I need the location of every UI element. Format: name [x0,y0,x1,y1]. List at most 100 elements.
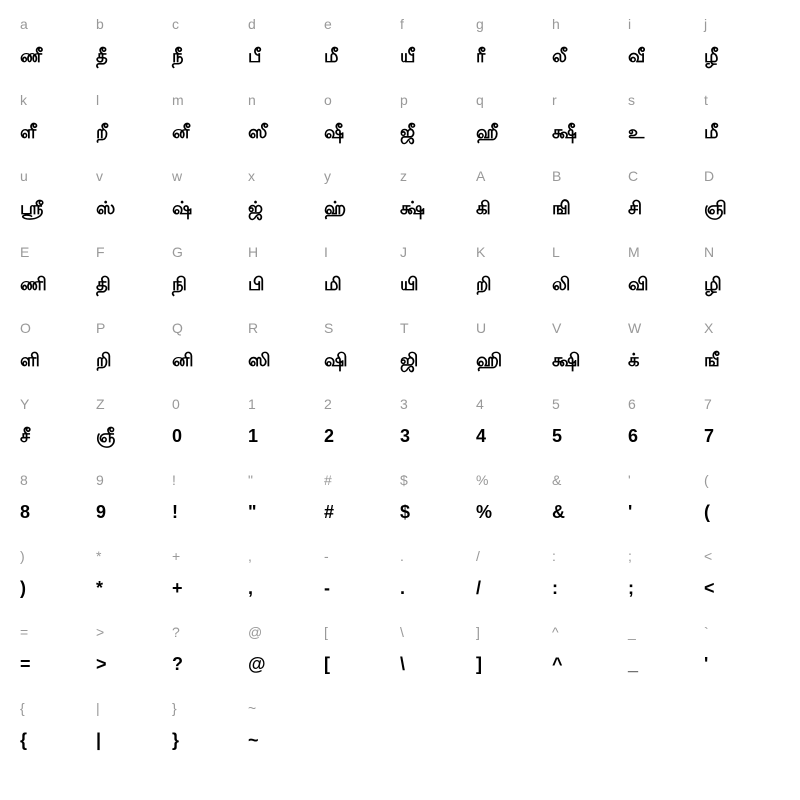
glyph-cell: %% [476,472,552,548]
key-label: $ [400,472,408,488]
key-label: % [476,472,488,488]
key-label: v [96,168,103,184]
glyph-cell: || [96,700,172,760]
key-label: } [172,700,177,716]
glyph-cell: a ணீ [20,16,96,92]
glyph-label: 4 [476,426,486,447]
key-label: ) [20,548,25,564]
glyph-cell: n ஸீ [248,92,324,168]
glyph-cell: 66 [628,396,704,472]
key-label: ? [172,624,180,640]
key-label: h [552,16,560,32]
key-label: , [248,548,252,564]
key-label: . [400,548,404,564]
glyph-label: க் [628,350,640,373]
glyph-cell: bதீ [96,16,172,92]
key-label: W [628,320,641,336]
glyph-label: ஷீ [324,122,344,145]
key-label: 8 [20,472,28,488]
glyph-label: 2 [324,426,334,447]
key-label: 0 [172,396,180,412]
glyph-cell: Yசீ [20,396,96,472]
glyph-label: { [20,730,27,751]
glyph-cell: )) [20,548,96,624]
glyph-cell: W க் [628,320,704,396]
glyph-cell: Tஜி [400,320,476,396]
key-label: R [248,320,258,336]
glyph-cell: ~~ [248,700,324,760]
glyph-cell: 77 [704,396,780,472]
glyph-label: ஙீ [704,350,720,373]
key-label: ' [628,472,631,488]
key-label: > [96,624,104,640]
glyph-label: * [96,578,103,599]
glyph-label: ஜி [400,350,418,373]
key-label: Z [96,396,105,412]
glyph-cell: // [476,548,552,624]
glyph-label: னீ [172,122,189,145]
glyph-cell: ;; [628,548,704,624]
glyph-cell: [[ [324,624,400,700]
key-label: D [704,168,714,184]
glyph-label: ' [628,502,632,523]
glyph-label: ழி [704,274,722,297]
glyph-label: / [476,578,481,599]
key-label: n [248,92,256,108]
key-label: @ [248,624,262,640]
glyph-label: > [96,654,107,675]
key-label: \ [400,624,404,640]
key-label: l [96,92,99,108]
key-label: a [20,16,28,32]
key-label: s [628,92,635,108]
key-label: t [704,92,708,108]
glyph-label: - [324,578,330,599]
glyph-cell: Fதி [96,244,172,320]
key-label: ; [628,548,632,564]
glyph-label: பீ [248,46,261,69]
glyph-label: . [400,578,405,599]
glyph-label: க்ஷீ [552,122,577,145]
glyph-cell: ^^ [552,624,628,700]
key-label: y [324,168,331,184]
glyph-label: ஸீ [248,122,267,145]
key-label: ! [172,472,176,488]
glyph-label: கி [476,198,491,221]
key-label: 5 [552,396,560,412]
glyph-cell: hலீ [552,16,628,92]
key-label: " [248,472,253,488]
glyph-label: பி [248,274,264,297]
glyph-cell: yஹ் [324,168,400,244]
glyph-cell: m னீ [172,92,248,168]
key-label: 7 [704,396,712,412]
key-label: ( [704,472,709,488]
glyph-cell: cநீ [172,16,248,92]
key-label: m [172,92,184,108]
glyph-label: < [704,578,715,599]
glyph-cell: Zஞீ [96,396,172,472]
glyph-label: ] [476,654,482,675]
glyph-label: ஹீ [476,122,498,145]
glyph-label: ஸ்ரீ [20,198,43,221]
glyph-cell: uஸ்ரீ [20,168,96,244]
key-label: B [552,168,561,184]
glyph-cell: ++ [172,548,248,624]
glyph-label: ணீ [20,46,42,69]
glyph-cell: {{ [20,700,96,760]
key-label: ` [704,624,709,640]
key-label: O [20,320,31,336]
glyph-label: 0 [172,426,182,447]
glyph-cell: qஹீ [476,92,552,168]
glyph-label: | [96,730,101,751]
glyph-label: ) [20,578,26,599]
glyph-cell: 55 [552,396,628,472]
glyph-cell: __ [628,624,704,700]
glyph-cell: 11 [248,396,324,472]
glyph-label: க்ஷி [552,350,580,373]
key-label: & [552,472,561,488]
glyph-cell: ,, [248,548,324,624]
glyph-label: தீ [96,46,108,69]
key-label: ~ [248,700,256,716]
glyph-cell: :: [552,548,628,624]
glyph-cell: << [704,548,780,624]
key-label: f [400,16,404,32]
